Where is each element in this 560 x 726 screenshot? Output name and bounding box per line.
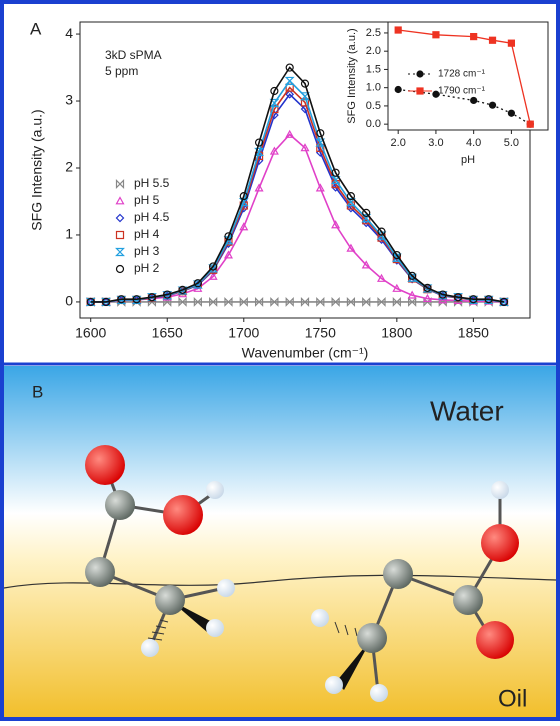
- legend-label: pH 5: [134, 193, 160, 207]
- x-tick-label: 2.0: [391, 137, 406, 149]
- legend-label: pH 2: [134, 261, 160, 275]
- y-tick-label: 4: [65, 25, 73, 41]
- marker: [432, 31, 439, 38]
- y-tick-label: 2.0: [366, 45, 381, 57]
- y-axis-label: SFG Intensity (a.u.): [29, 109, 45, 230]
- legend-label: pH 3: [134, 244, 160, 258]
- x-tick-label: 1800: [381, 325, 412, 341]
- y-tick-label: 2: [65, 159, 73, 175]
- marker: [508, 40, 515, 47]
- y-tick-label: 1.0: [366, 82, 381, 94]
- x-tick-label: 1650: [152, 325, 183, 341]
- x-tick-label: 1600: [75, 325, 106, 341]
- marker: [470, 97, 477, 104]
- panel-label: A: [30, 19, 42, 38]
- legend-label: 1790 cm⁻¹: [438, 86, 486, 97]
- legend-label: pH 4.5: [134, 210, 170, 224]
- y-tick-label: 1: [65, 226, 73, 242]
- y-tick-label: 0.0: [366, 118, 381, 130]
- legend-label: 1728 cm⁻¹: [438, 69, 486, 80]
- x-tick-label: 1850: [458, 325, 489, 341]
- x-axis-label: Wavenumber (cm⁻¹): [242, 345, 369, 361]
- marker: [395, 86, 402, 93]
- charts: 1600 1650 1700 1750 1800 1850 0 1 2 3 4 Wavenumber …: [29, 19, 548, 360]
- y-tick-label: 0: [65, 293, 73, 309]
- y-axis-label: SFG Intensity (a.u.): [346, 28, 358, 123]
- x-tick-label: 4.0: [466, 137, 481, 149]
- x-tick-label: 1700: [228, 325, 259, 341]
- annotation: 3kD sPMA: [105, 48, 162, 62]
- marker: [395, 26, 402, 33]
- marker: [470, 33, 477, 40]
- y-tick-label: 3: [65, 92, 73, 108]
- legend-label: pH 4: [134, 227, 160, 241]
- marker: [489, 102, 496, 109]
- marker: [527, 121, 534, 128]
- phase-label: Oil: [498, 685, 527, 712]
- x-tick-label: 5.0: [504, 137, 519, 149]
- x-axis-label: pH: [461, 154, 475, 166]
- legend-label: pH 5.5: [134, 176, 170, 190]
- x-tick-label: 1750: [305, 325, 336, 341]
- marker: [508, 110, 515, 117]
- x-tick-label: 3.0: [428, 137, 443, 149]
- figure: B Water Oil 1600 1650 1700 1750 1800 1850 0 1 2 3…: [0, 0, 560, 721]
- annotation: 5 ppm: [105, 64, 138, 78]
- y-tick-label: 0.5: [366, 100, 381, 112]
- diagram: B Water Oil: [4, 366, 556, 717]
- marker: [489, 37, 496, 44]
- y-tick-label: 2.5: [366, 27, 381, 39]
- panel-label: B: [32, 382, 43, 401]
- phase-label: Water: [430, 395, 504, 426]
- y-tick-label: 1.5: [366, 63, 381, 75]
